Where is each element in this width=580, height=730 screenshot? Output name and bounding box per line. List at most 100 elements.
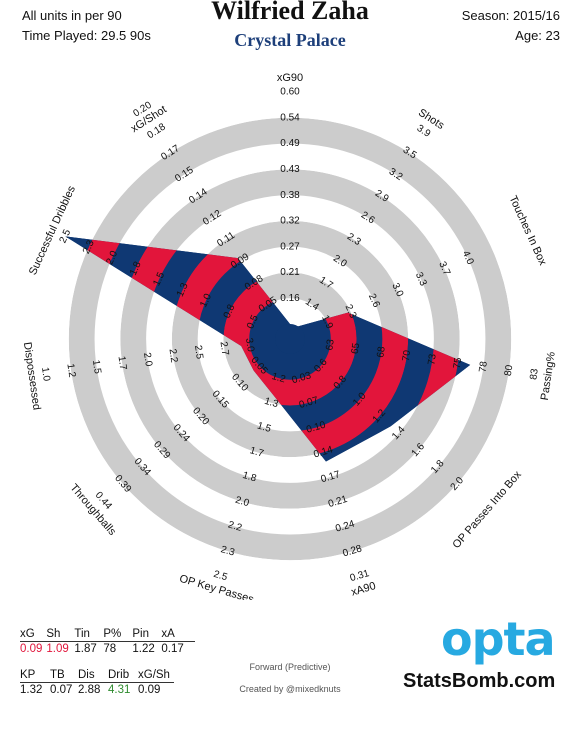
radar-tick-label: 1.2 bbox=[64, 363, 77, 379]
stat-value: 1.32 bbox=[20, 684, 43, 696]
radar-tick-label: 1.7 bbox=[115, 355, 128, 371]
stat-header: Tin bbox=[74, 627, 104, 642]
stat-header: xG bbox=[20, 627, 47, 642]
radar-tick-label: 2.3 bbox=[219, 544, 236, 559]
stat-value: 0.07 bbox=[50, 684, 73, 696]
radar-ring bbox=[42, 91, 538, 587]
stat-header: xG/Sh bbox=[138, 668, 174, 683]
radar-tick-label: 2.3 bbox=[343, 303, 359, 321]
radar-tick-label: 0.43 bbox=[280, 164, 300, 175]
radar-tick-label: 2.3 bbox=[81, 238, 97, 256]
radar-tick-label: 1.2 bbox=[270, 371, 287, 386]
radar-tick-label: 0.03 bbox=[291, 370, 313, 386]
radar-tick-label: 3.0 bbox=[389, 281, 405, 299]
radar-metric-label: Dispossessed bbox=[21, 341, 43, 410]
radar-tick-label: 2.2 bbox=[227, 519, 244, 534]
radar-tick-label: 1.7 bbox=[248, 445, 265, 460]
radar-tick-label: 1.5 bbox=[256, 420, 273, 435]
stat-header: P% bbox=[103, 627, 133, 642]
radar-tick-label: 1.5 bbox=[151, 270, 167, 288]
radar-tick-label: 0.31 bbox=[349, 568, 371, 584]
stat-header: Pin bbox=[132, 627, 162, 642]
radar-tick-label: 0.28 bbox=[341, 543, 363, 559]
radar-tick-label: 78 bbox=[477, 360, 490, 373]
player-name: Wilfried Zaha bbox=[211, 0, 369, 25]
radar-tick-label: 70 bbox=[401, 349, 414, 362]
radar-ring bbox=[94, 143, 486, 535]
radar-tick-label: 1.3 bbox=[263, 396, 280, 411]
stat-value: 78 bbox=[103, 643, 117, 655]
stat-header: Drib bbox=[108, 668, 138, 683]
stat-value: 4.31 bbox=[108, 684, 131, 696]
radar-tick-label: 75 bbox=[452, 356, 465, 369]
stat-value: 1.22 bbox=[132, 643, 155, 655]
radar-tick-label: 0.14 bbox=[312, 444, 334, 460]
radar-tick-label: 0.07 bbox=[298, 395, 320, 411]
radar-tick-label: 2.5 bbox=[192, 344, 205, 360]
stat-value: 1.87 bbox=[74, 643, 97, 655]
radar-center bbox=[275, 324, 305, 354]
radar-tick-label: 1.0 bbox=[39, 367, 52, 383]
radar-tick-label: 2.0 bbox=[234, 495, 251, 510]
stats-table-top: xG Sh Tin P% Pin xA 0.09 1.09 1.87 78 1.… bbox=[20, 627, 196, 656]
units-note: All units in per 90 bbox=[22, 8, 122, 23]
radar-tick-label: 1.5 bbox=[90, 359, 103, 375]
radar-tick-label: 63 bbox=[324, 338, 337, 351]
radar-tick-label: 83 bbox=[528, 368, 541, 381]
radar-tick-label: 0.5 bbox=[245, 313, 261, 331]
radar-tick-label: 1.9 bbox=[319, 314, 335, 332]
radar-tick-label: 68 bbox=[375, 345, 388, 358]
radar-tick-label: 0.17 bbox=[320, 469, 342, 485]
stats-table-bottom: KP TB Dis Drib xG/Sh 1.32 0.07 2.88 4.31… bbox=[20, 668, 174, 697]
radar-ring bbox=[120, 169, 460, 509]
radar-tick-label: 2.0 bbox=[104, 249, 120, 267]
team-name: Crystal Palace bbox=[234, 30, 346, 50]
stat-value: 0.09 bbox=[138, 684, 161, 696]
radar-tick-label: 0.32 bbox=[280, 216, 300, 227]
radar-tick-label: 2.2 bbox=[167, 348, 180, 364]
radar-tick-label: 65 bbox=[350, 342, 363, 355]
radar-tick-label: 3.0 bbox=[243, 337, 256, 353]
radar-tick-label: 2.0 bbox=[141, 352, 154, 368]
radar-ring bbox=[146, 195, 434, 483]
radar-ring bbox=[68, 117, 512, 561]
season: Season: 2015/16 bbox=[461, 8, 560, 23]
time-played: Time Played: 29.5 90s bbox=[22, 28, 151, 43]
radar-tick-label: 0.49 bbox=[280, 138, 300, 149]
radar-tick-label: 80 bbox=[503, 364, 516, 377]
radar-tick-label: 0.60 bbox=[280, 87, 300, 98]
credit: Created by @mixedknuts bbox=[239, 684, 341, 694]
stat-header: Dis bbox=[78, 668, 108, 683]
radar-tick-label: 2.5 bbox=[58, 227, 74, 245]
radar-tick-label: 4.0 bbox=[460, 249, 476, 267]
radar-tick-label: 0.27 bbox=[280, 241, 300, 252]
radar-tick-label: 0.38 bbox=[280, 190, 300, 201]
radar-tick-label: 0.16 bbox=[280, 293, 300, 304]
stat-header: xA bbox=[161, 627, 196, 642]
radar-tick-label: 0.24 bbox=[334, 519, 356, 535]
statsbomb-brand: StatsBomb.com bbox=[403, 670, 556, 692]
opta-logo: opta bbox=[441, 612, 556, 666]
radar-tick-label: 1.3 bbox=[175, 281, 191, 299]
radar-tick-label: 1.8 bbox=[241, 470, 258, 485]
stat-header: TB bbox=[50, 668, 78, 683]
stat-value: 0.17 bbox=[161, 643, 184, 655]
radar-tick-label: 1.8 bbox=[128, 260, 144, 278]
radar-tick-label: 0.8 bbox=[222, 302, 238, 320]
radar-tick-label: 3.7 bbox=[436, 260, 452, 278]
age: Age: 23 bbox=[515, 28, 560, 43]
stat-value: 0.09 bbox=[20, 643, 43, 655]
radar-tick-label: 3.3 bbox=[413, 271, 429, 289]
radar-metric-label: Passing% bbox=[539, 351, 558, 401]
radar-metric-label: xG90 bbox=[277, 72, 303, 84]
radar-tick-label: 0.21 bbox=[327, 494, 349, 510]
radar-tick-label: 2.7 bbox=[218, 341, 231, 357]
radar-tick-label: 0.21 bbox=[280, 267, 300, 278]
radar-tick-label: 1.0 bbox=[198, 292, 214, 310]
position-note: Forward (Predictive) bbox=[249, 662, 331, 672]
stat-value: 2.88 bbox=[78, 684, 101, 696]
radar-tick-label: 2.5 bbox=[212, 569, 229, 584]
radar-tick-label: 0.10 bbox=[305, 420, 327, 436]
stat-header: KP bbox=[20, 668, 50, 683]
radar-tick-label: 0.54 bbox=[280, 112, 300, 123]
